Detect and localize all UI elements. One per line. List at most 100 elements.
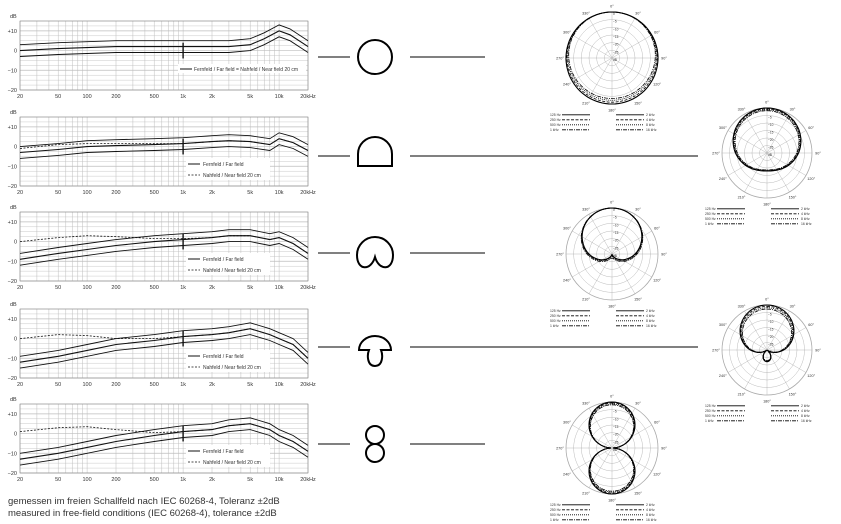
- polar-spoke: [588, 18, 613, 59]
- polar-angle-label: 330°: [738, 304, 746, 308]
- plot-frame: [19, 20, 309, 91]
- x-tick-label: 1k: [180, 94, 186, 100]
- y-tick-label: +10: [8, 317, 17, 323]
- series-line-response: [19, 30, 309, 52]
- polar-spoke: [611, 230, 652, 255]
- polar-legend-label: 8 kHz: [646, 513, 655, 517]
- y-tick-label: −20: [8, 279, 17, 285]
- x-tick-label: 100: [83, 285, 92, 291]
- x-tick-label: 20kHz: [300, 190, 316, 196]
- polar-legend-label: 250 Hz: [550, 118, 561, 122]
- legend: Fernfeld / Far field Nahfeld / Near field…: [186, 253, 270, 275]
- polar-spoke: [611, 214, 636, 255]
- y-axis-label: dB: [10, 397, 17, 403]
- y-tick-label: −20: [8, 376, 17, 382]
- polar-legend-label: 125 Hz: [705, 207, 716, 211]
- polar-plot-cardioid: 0° 90° 180° 270° 30° 60° 120° 150° 210° 240° 300° 3…: [550, 201, 667, 329]
- polar-legend-label: 1 kHz: [705, 419, 714, 423]
- polar-legend-label: 2 kHz: [646, 309, 655, 313]
- x-tick-label: 20: [17, 190, 23, 196]
- plot-frame: [19, 403, 309, 474]
- polar-spoke: [744, 152, 768, 193]
- polar-legend-label: 1 kHz: [550, 518, 559, 522]
- polar-angle-label: 30°: [635, 11, 641, 15]
- polar-legend-label: 2 kHz: [801, 207, 810, 211]
- polar-angle-label: 60°: [808, 126, 814, 130]
- y-tick-label: 0: [14, 49, 17, 55]
- polar-legend-label: 250 Hz: [705, 212, 716, 216]
- x-tick-label: 10k: [275, 477, 284, 483]
- polar-angle-label: 90°: [661, 253, 667, 257]
- y-tick-label: −20: [8, 471, 17, 477]
- polar-spoke: [766, 152, 807, 176]
- polar-angle-label: 30°: [635, 401, 641, 405]
- x-tick-label: 200: [111, 477, 120, 483]
- polar-spoke: [766, 327, 807, 351]
- x-tick-label: 20kHz: [300, 382, 316, 388]
- legend: Fernfeld / Far field Nahfeld / Near field…: [186, 350, 270, 372]
- cardioid-pattern-icon: [355, 236, 395, 269]
- polar-legend-label: 16 kHz: [646, 128, 657, 132]
- x-tick-label: 50: [55, 477, 61, 483]
- polar-angle-label: 210°: [582, 298, 590, 302]
- plot-frame: [19, 211, 309, 282]
- y-tick-label: −20: [8, 184, 17, 190]
- polar-spoke: [588, 57, 613, 98]
- polar-ring-label: −10: [768, 320, 774, 324]
- polar-angle-label: 240°: [563, 473, 571, 477]
- polar-ring-label: −25: [768, 343, 774, 347]
- polar-angle-label: 0°: [610, 5, 614, 9]
- y-tick-label: +10: [8, 29, 17, 35]
- legend: Fernfeld / Far field Nahfeld / Near field…: [186, 445, 270, 467]
- polar-legend-label: 500 Hz: [550, 319, 561, 323]
- y-tick-label: 0: [14, 337, 17, 343]
- polar-ring-label: −5: [768, 313, 772, 317]
- polar-series-curve: [581, 207, 643, 262]
- polar-legend-label: 4 kHz: [801, 212, 810, 216]
- pattern-symbols: [355, 39, 395, 463]
- polar-legend-label: 8 kHz: [801, 217, 810, 221]
- polar-angle-label: 150°: [634, 298, 642, 302]
- omni-pattern-icon: [357, 39, 393, 75]
- legend-label: Fernfeld / Far field = Nahfeld / Near fi…: [194, 67, 298, 73]
- polar-spoke: [611, 253, 636, 294]
- x-tick-label: 10k: [275, 285, 284, 291]
- polar-angle-label: 60°: [654, 421, 660, 425]
- polar-legend-label: 250 Hz: [705, 409, 716, 413]
- polar-angle-label: 30°: [790, 304, 796, 308]
- polar-series-curve: [589, 402, 635, 494]
- series-line-far-field-tolerance: [19, 417, 309, 454]
- y-tick-label: −10: [8, 259, 17, 265]
- polar-legend-label: 16 kHz: [801, 419, 812, 423]
- polar-angle-label: 330°: [738, 107, 746, 111]
- y-tick-label: +10: [8, 412, 17, 418]
- polar-ring-label: −20: [768, 138, 774, 142]
- polar-series-curve: [589, 404, 635, 492]
- polar-ring-label: −15: [613, 231, 619, 235]
- x-tick-label: 5k: [247, 382, 253, 388]
- legend-label-far: Fernfeld / Far field: [203, 162, 244, 168]
- x-tick-label: 100: [83, 477, 92, 483]
- polar-series-curve: [739, 304, 795, 363]
- polar-spoke: [766, 349, 807, 373]
- polar-angle-label: 60°: [654, 227, 660, 231]
- polar-spoke: [744, 310, 768, 351]
- polar-ring-label: dB: [613, 448, 617, 452]
- connector-lines: [318, 56, 698, 445]
- y-axis-label: dB: [10, 14, 17, 20]
- polar-ring-label: −15: [613, 425, 619, 429]
- polar-series-curve: [566, 11, 658, 103]
- x-tick-label: 100: [83, 382, 92, 388]
- polar-angle-label: 330°: [582, 401, 590, 405]
- x-tick-label: 10k: [275, 94, 284, 100]
- legend-label-near: Nahfeld / Near field 20 cm: [203, 460, 261, 466]
- polar-series-curve: [734, 110, 800, 171]
- polar-angle-label: 120°: [653, 279, 661, 283]
- polar-spoke: [572, 230, 613, 255]
- series-line-near-field: [19, 138, 309, 151]
- polar-legend-label: 4 kHz: [646, 508, 655, 512]
- polar-angle-label: 330°: [582, 207, 590, 211]
- polar-angle-label: 60°: [654, 31, 660, 35]
